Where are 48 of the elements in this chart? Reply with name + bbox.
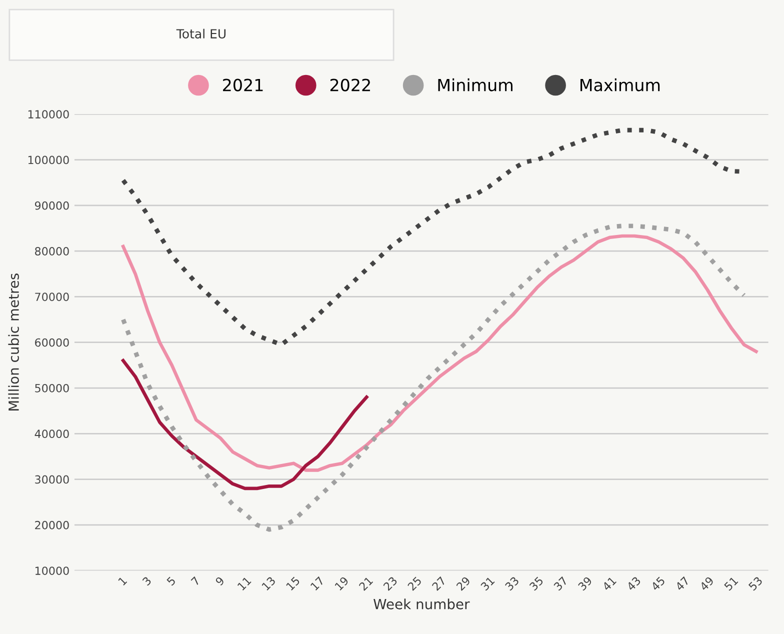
x-tick-label: 11 [237, 576, 252, 591]
line-series [122, 358, 368, 490]
legend-label: Maximum [580, 78, 660, 92]
y-tick-label: 70000 [35, 292, 69, 302]
line-series [120, 224, 746, 532]
x-tick-label: 25 [407, 576, 422, 591]
legend-label: Minimum [438, 78, 512, 92]
legend-label: 2022 [330, 78, 370, 92]
x-tick-label: 21 [358, 576, 374, 591]
x-tick-label: 45 [650, 576, 666, 592]
x-tick-label: 33 [504, 576, 520, 591]
x-tick-label: 5 [166, 576, 176, 586]
x-tick-label: 41 [602, 576, 617, 592]
y-axis-title: Million cubic metres [8, 274, 19, 410]
x-tick-label: 39 [578, 576, 592, 591]
y-tick-label: 90000 [34, 201, 69, 210]
x-tick-label: 37 [553, 576, 568, 591]
y-tick-label: 20000 [35, 520, 69, 530]
x-tick-label: 31 [480, 576, 495, 591]
y-tick-label: 110000 [28, 110, 69, 118]
x-tick-label: 23 [382, 576, 398, 591]
x-axis-title: Week number [374, 598, 470, 610]
x-tick-label: 1 [118, 576, 128, 586]
x-tick-label: 43 [626, 576, 642, 592]
y-tick-label: 100000 [28, 156, 69, 164]
legend-label: 2021 [223, 78, 263, 92]
text: Total EU [176, 28, 226, 38]
x-tick-label: 15 [286, 576, 300, 591]
x-tick-label: 51 [724, 576, 738, 591]
x-tick-label: 19 [334, 576, 350, 591]
x-tick-label: 49 [699, 576, 714, 592]
y-tick-label: 10000 [35, 566, 69, 575]
y-tick-label: 30000 [35, 475, 69, 484]
x-tick-label: 35 [528, 576, 544, 591]
x-tick-label: 7 [190, 576, 200, 586]
y-tick-label: 80000 [35, 247, 69, 256]
x-tick-label: 53 [748, 576, 763, 591]
y-tick-label: 40000 [34, 430, 69, 438]
x-tick-label: 3 [142, 576, 152, 586]
x-tick-label: 29 [456, 576, 471, 591]
x-tick-label: 27 [432, 576, 446, 591]
line-series [122, 234, 758, 472]
x-tick-label: 17 [310, 576, 324, 591]
x-tick-label: 47 [674, 576, 690, 592]
x-tick-label: 13 [261, 576, 276, 591]
x-tick-label: 9 [214, 576, 225, 586]
y-tick-label: 50000 [35, 384, 69, 392]
y-tick-label: 60000 [35, 338, 69, 347]
